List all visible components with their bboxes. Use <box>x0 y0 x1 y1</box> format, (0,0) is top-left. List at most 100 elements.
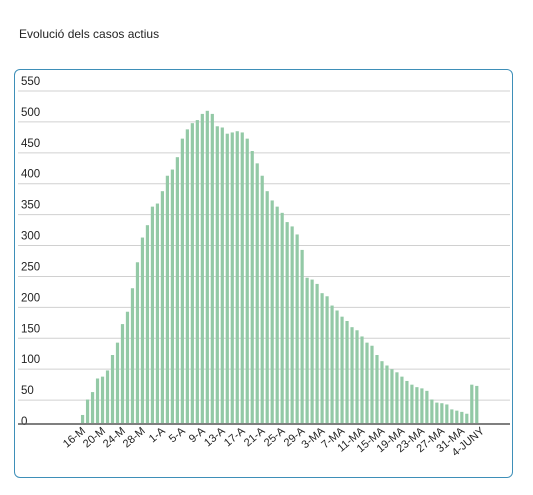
bar <box>395 372 399 423</box>
bar <box>125 311 130 423</box>
bar <box>305 277 309 423</box>
bar <box>180 138 184 423</box>
bar <box>240 132 244 423</box>
bar <box>410 384 414 423</box>
bar <box>80 414 85 423</box>
bar <box>135 262 140 423</box>
bar <box>420 388 424 423</box>
bar <box>445 404 449 423</box>
bar <box>200 113 204 423</box>
bar <box>285 222 289 423</box>
bar <box>255 163 259 424</box>
bar <box>210 113 214 423</box>
page-title: Evolució dels casos actius <box>19 27 160 41</box>
x-axis-ticks: 16-M20-M24-M28-M 1-A 5-A 9-A13-A17-A21-A25-… <box>61 425 487 459</box>
bar <box>425 390 429 423</box>
x-tick-label: 28-M <box>121 425 148 450</box>
y-tick-label: 550 <box>21 76 40 88</box>
bar <box>370 345 374 423</box>
bar <box>310 279 314 423</box>
bar <box>130 288 135 423</box>
bar <box>465 413 469 423</box>
bar <box>330 305 334 423</box>
bar <box>365 342 369 423</box>
bar <box>215 126 219 424</box>
x-tick-label: 5-A <box>167 425 188 446</box>
bar <box>195 120 199 423</box>
bar <box>290 226 294 423</box>
bar <box>110 355 115 423</box>
bar <box>265 191 269 423</box>
bar <box>390 369 394 423</box>
bar <box>350 327 354 423</box>
y-tick-label: 300 <box>21 231 40 243</box>
x-tick-label: 1-A <box>147 425 168 446</box>
bar <box>225 133 229 423</box>
bar <box>375 355 379 423</box>
y-tick-label: 350 <box>21 200 40 212</box>
y-tick-label: 50 <box>21 385 34 397</box>
gridlines <box>18 90 510 401</box>
bar <box>315 283 319 423</box>
y-axis-ticks: 0 50 100 150 200 250 300 350 400 450 500 550 <box>21 76 40 428</box>
bar <box>115 342 120 423</box>
bar <box>275 206 279 423</box>
bar <box>355 330 359 423</box>
y-tick-label: 150 <box>21 323 40 335</box>
bar <box>320 293 324 423</box>
bar <box>160 191 165 423</box>
bar <box>450 409 454 423</box>
bar <box>455 410 459 423</box>
bar <box>430 399 434 423</box>
bar <box>170 169 174 423</box>
bar <box>235 131 239 423</box>
bars <box>80 110 479 424</box>
bar <box>280 212 284 423</box>
y-tick-label: 200 <box>21 292 40 304</box>
y-tick-label: 500 <box>21 107 40 119</box>
bar <box>105 370 110 423</box>
bar <box>120 324 125 423</box>
bar <box>245 138 249 423</box>
y-tick-label: 100 <box>21 354 40 366</box>
bar <box>95 378 100 423</box>
y-tick-label: 0 <box>21 416 27 428</box>
bar <box>270 200 274 423</box>
bar <box>440 403 444 423</box>
bar <box>150 206 155 423</box>
bar <box>250 151 254 423</box>
bar <box>295 234 299 423</box>
bar <box>360 336 364 423</box>
bar <box>155 203 160 423</box>
bar <box>220 127 224 423</box>
bar <box>145 225 150 423</box>
bar <box>260 175 264 423</box>
bar <box>335 310 339 423</box>
bar <box>435 402 439 423</box>
x-tick-label: 21-A <box>242 425 268 450</box>
bar <box>405 380 409 423</box>
bar <box>460 411 464 423</box>
bar <box>175 157 179 423</box>
bar <box>185 129 189 424</box>
bar <box>470 384 474 423</box>
bar <box>380 361 384 423</box>
bar <box>90 392 95 423</box>
bar <box>205 110 209 423</box>
bar <box>385 365 389 423</box>
bar <box>475 385 479 423</box>
bar <box>100 376 105 423</box>
y-tick-label: 450 <box>21 138 40 150</box>
bar <box>400 376 404 423</box>
y-tick-label: 250 <box>21 261 40 273</box>
bar <box>230 132 234 423</box>
bar <box>85 399 90 423</box>
bar <box>415 387 419 423</box>
y-tick-label: 400 <box>21 169 40 181</box>
bar <box>140 237 145 423</box>
bar <box>325 296 329 423</box>
bar <box>340 316 344 423</box>
bar <box>345 321 349 423</box>
bar <box>190 123 194 424</box>
